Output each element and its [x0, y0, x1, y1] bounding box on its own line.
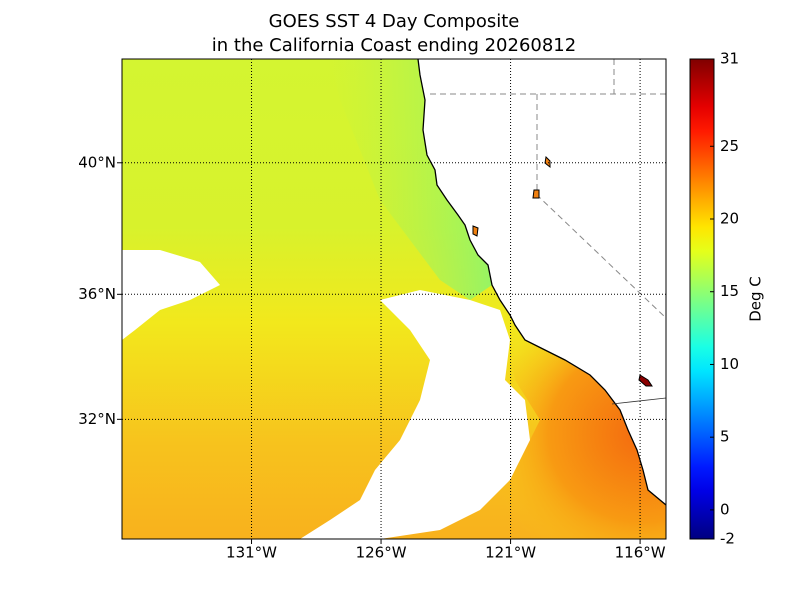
- sst-field: [122, 59, 666, 539]
- y-tick-label: 36°N: [78, 285, 116, 303]
- colorbar-tick-label: 15: [720, 282, 739, 300]
- border: [611, 397, 666, 405]
- coastline: [417, 59, 666, 506]
- grid: [122, 59, 666, 539]
- chart-subtitle: in the California Coast ending 20260812: [212, 35, 576, 56]
- data-gap: [122, 250, 220, 340]
- island: [638, 374, 653, 387]
- colorbar-tick-label: 25: [720, 137, 739, 155]
- colorbar: [689, 58, 715, 540]
- y-tick-label: 40°N: [78, 153, 116, 171]
- colorbar-tick-label: 20: [720, 210, 739, 228]
- y-tick-label: 32°N: [78, 410, 116, 428]
- x-tick-label: 116°W: [615, 544, 666, 562]
- colorbar-label: Deg C: [747, 276, 765, 322]
- data-gap: [300, 290, 530, 539]
- x-tick-label: 121°W: [485, 544, 536, 562]
- map-frame: [121, 58, 667, 540]
- island: [472, 155, 551, 237]
- coastal-upwelling: [330, 59, 492, 300]
- x-tick-label: 126°W: [356, 544, 407, 562]
- colorbar-tick-label: 0: [720, 500, 730, 518]
- colorbar-tick-label: 10: [720, 355, 739, 373]
- colorbar-tick-label: 5: [720, 428, 730, 446]
- colorbar-tick-label: -2: [720, 530, 735, 548]
- x-tick-label: 131°W: [226, 544, 277, 562]
- colorbar-tick-label: 31: [720, 50, 739, 68]
- chart-title: GOES SST 4 Day Composite: [269, 11, 520, 32]
